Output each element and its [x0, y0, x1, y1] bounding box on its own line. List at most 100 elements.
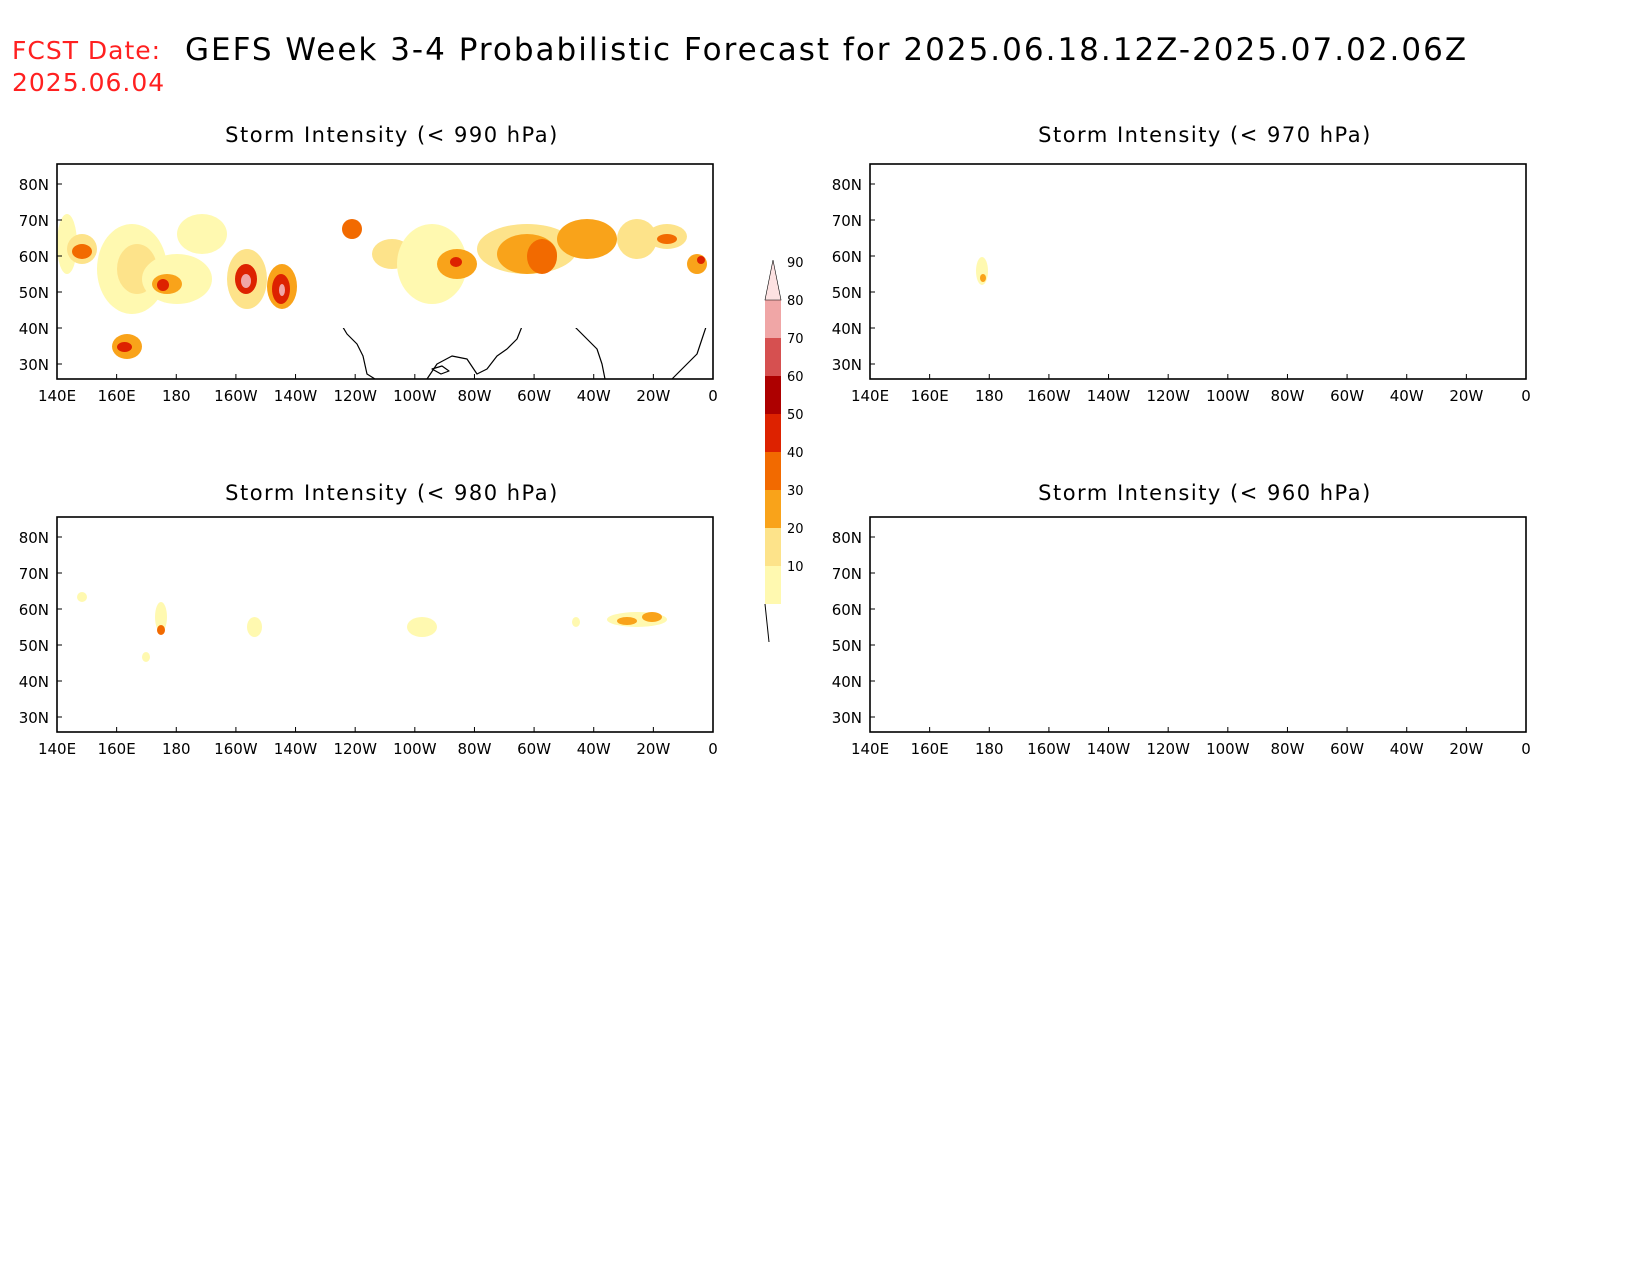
lon-tick-label: 0	[1521, 740, 1531, 758]
colorbar-swatch	[765, 338, 781, 376]
colorbar-swatch	[765, 414, 781, 452]
lon-tick-label: 100W	[393, 740, 437, 758]
lat-tick-label: 60N	[832, 248, 862, 266]
lon-tick-label: 180	[162, 740, 191, 758]
probability-shading	[572, 617, 580, 627]
colorbar-swatch	[765, 566, 781, 604]
lon-tick-label: 40W	[1390, 740, 1424, 758]
probability-shading	[397, 224, 467, 304]
lat-tick-label: 70N	[19, 212, 49, 230]
map-frame	[869, 163, 1527, 380]
lon-tick-label: 140W	[1087, 387, 1131, 405]
lon-tick-label: 40W	[577, 740, 611, 758]
probability-shading	[980, 274, 986, 282]
lat-tick-label: 30N	[19, 356, 49, 374]
probability-shading	[657, 234, 677, 244]
lon-tick-label: 180	[975, 387, 1004, 405]
probability-shading	[77, 592, 87, 602]
lat-tick-label: 40N	[19, 673, 49, 691]
colorbar-cap	[764, 259, 782, 301]
lon-tick-label: 60W	[517, 387, 551, 405]
probability-shading	[117, 342, 132, 352]
lat-tick-label: 30N	[832, 356, 862, 374]
lat-tick-label: 60N	[832, 601, 862, 619]
lon-tick-label: 0	[708, 387, 718, 405]
lon-tick-label: 40W	[577, 387, 611, 405]
map-frame	[56, 516, 714, 733]
lon-tick-label: 140E	[851, 387, 889, 405]
probability-shading	[617, 219, 657, 259]
lat-tick-label: 70N	[832, 565, 862, 583]
lon-tick-label: 120W	[1146, 740, 1190, 758]
colorbar-label: 70	[787, 332, 804, 347]
colorbar-label: 90	[787, 256, 804, 271]
probability-shading	[72, 244, 92, 259]
colorbar-swatch	[765, 452, 781, 490]
lat-tick-label: 30N	[19, 709, 49, 727]
lon-tick-label: 140E	[38, 740, 76, 758]
lat-tick-label: 40N	[832, 673, 862, 691]
lon-tick-label: 80W	[457, 740, 491, 758]
lon-tick-label: 100W	[393, 387, 437, 405]
lon-tick-label: 100W	[1206, 740, 1250, 758]
lat-tick-label: 80N	[832, 176, 862, 194]
colorbar-swatch	[765, 490, 781, 528]
probability-shading	[407, 617, 437, 637]
colorbar-swatch	[765, 528, 781, 566]
map-panel-0: 140E 160E 180 160W 140W 120W 100W 80W 60W 40W 20W 0…	[19, 163, 718, 405]
probability-shading	[642, 612, 662, 622]
colorbar-label: 30	[787, 484, 804, 499]
lon-tick-label: 0	[708, 740, 718, 758]
lat-tick-label: 50N	[19, 284, 49, 302]
lat-tick-label: 50N	[19, 637, 49, 655]
probability-shading	[450, 257, 462, 267]
lon-tick-label: 60W	[1330, 740, 1364, 758]
lat-tick-label: 80N	[19, 529, 49, 547]
lat-tick-label: 80N	[19, 176, 49, 194]
probability-shading	[157, 279, 169, 291]
lon-tick-label: 20W	[1449, 740, 1483, 758]
probability-shading	[342, 219, 362, 239]
probability-shading	[557, 219, 617, 259]
lon-tick-label: 140E	[38, 387, 76, 405]
colorbar-label: 20	[787, 522, 804, 537]
probability-shading	[527, 239, 557, 274]
lon-tick-label: 20W	[636, 740, 670, 758]
lon-tick-label: 140E	[851, 740, 889, 758]
lon-tick-label: 160E	[98, 387, 136, 405]
lon-tick-label: 60W	[517, 740, 551, 758]
probability-shading	[157, 625, 165, 635]
panel-title-990: Storm Intensity (< 990 hPa)	[225, 123, 559, 147]
probability-shading	[247, 617, 262, 637]
panel-title-970: Storm Intensity (< 970 hPa)	[1038, 123, 1372, 147]
colorbar: 10 20 30 40 50 60 70 80 90	[764, 256, 804, 643]
panel-title-980: Storm Intensity (< 980 hPa)	[225, 481, 559, 505]
lat-tick-label: 40N	[832, 320, 862, 338]
lon-tick-label: 160W	[214, 740, 258, 758]
lon-tick-label: 160W	[1027, 387, 1071, 405]
lon-tick-label: 80W	[457, 387, 491, 405]
lat-tick-label: 60N	[19, 248, 49, 266]
lon-tick-label: 20W	[1449, 387, 1483, 405]
lat-tick-label: 70N	[19, 565, 49, 583]
lon-tick-label: 120W	[333, 387, 377, 405]
probability-shading	[241, 274, 251, 288]
lat-tick-label: 30N	[832, 709, 862, 727]
lon-tick-label: 180	[975, 740, 1004, 758]
colorbar-label: 80	[787, 294, 804, 309]
colorbar-label: 60	[787, 370, 804, 385]
colorbar-swatch	[765, 376, 781, 414]
lat-tick-label: 50N	[832, 284, 862, 302]
lon-tick-label: 80W	[1270, 387, 1304, 405]
colorbar-label: 50	[787, 408, 804, 423]
lon-tick-label: 60W	[1330, 387, 1364, 405]
lon-tick-label: 160E	[911, 740, 949, 758]
lon-tick-label: 120W	[1146, 387, 1190, 405]
lon-tick-label: 0	[1521, 387, 1531, 405]
coastline	[57, 528, 713, 732]
main-title: GEFS Week 3-4 Probabilistic Forecast for…	[185, 32, 1469, 68]
probability-shading	[279, 284, 285, 296]
probability-shading	[177, 214, 227, 254]
fcst-date-label: FCST Date:	[12, 36, 162, 65]
